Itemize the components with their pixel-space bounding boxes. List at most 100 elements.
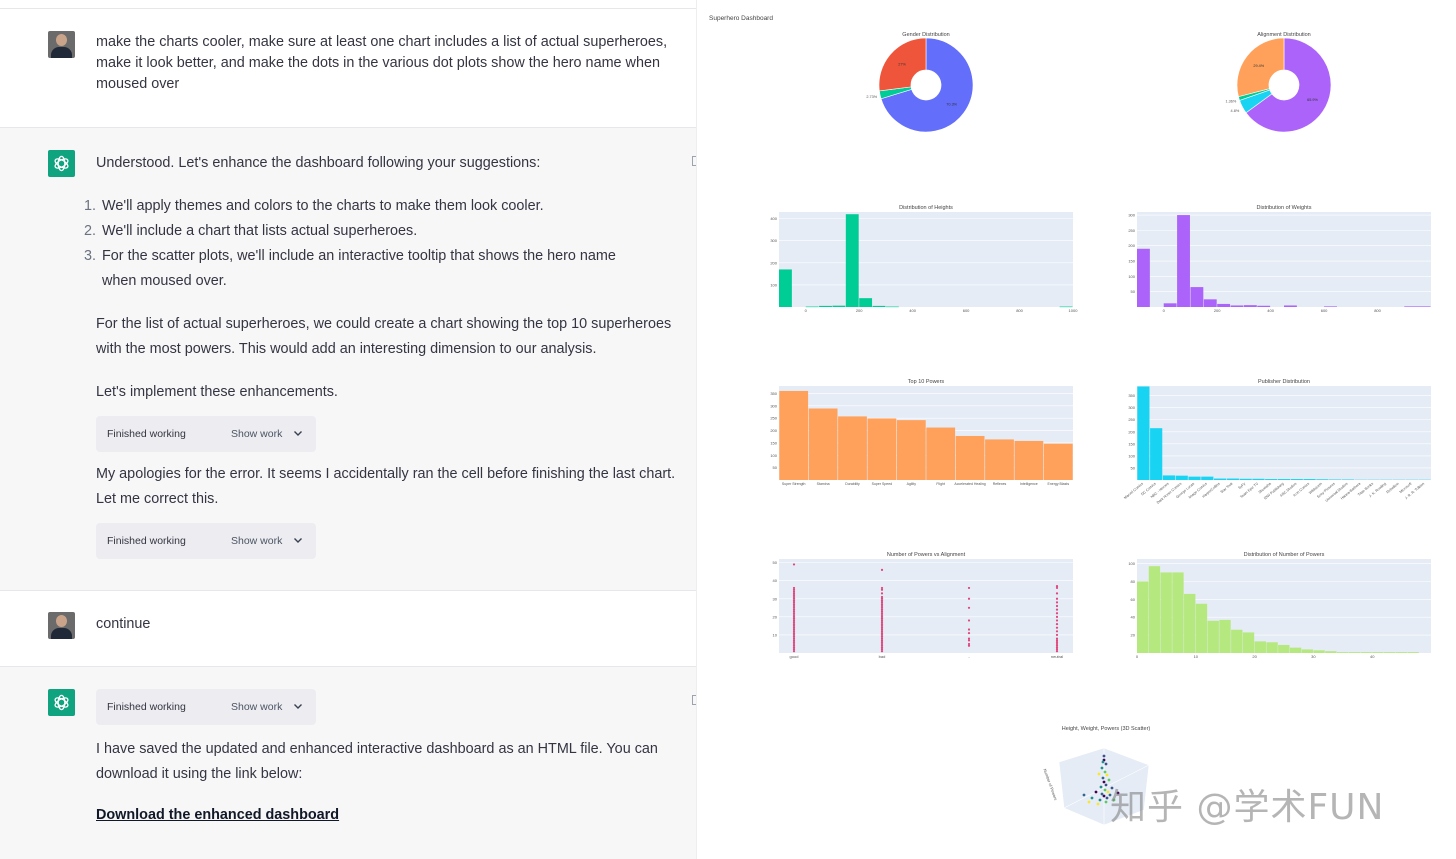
scatter-point xyxy=(880,622,884,626)
y-tick-label: 20 xyxy=(1131,633,1136,638)
histogram-bar xyxy=(1284,305,1297,307)
scatter-point xyxy=(792,630,796,633)
scatter-point xyxy=(792,588,796,591)
scatter-point xyxy=(880,608,884,611)
scatter-point xyxy=(880,650,884,653)
scatter-point xyxy=(792,622,796,626)
scatter-point xyxy=(1055,646,1059,649)
scatter-point xyxy=(880,635,884,638)
scatter-point xyxy=(792,597,796,600)
copy-icon[interactable] xyxy=(692,695,696,705)
watermark: 知乎 @学术FUN xyxy=(1110,787,1385,828)
x-tick-label: 400 xyxy=(909,308,916,313)
chevron-down-icon xyxy=(294,538,302,543)
y-tick-label: 250 xyxy=(770,416,777,421)
download-dashboard-link[interactable]: Download the enhanced dashboard xyxy=(96,807,340,823)
x-tick-label: Durability xyxy=(845,482,860,486)
scatter-point xyxy=(792,621,796,624)
x-tick-label: 400 xyxy=(1267,308,1274,313)
bar xyxy=(896,420,926,480)
scatter-point xyxy=(880,639,884,642)
scatter-point xyxy=(967,639,971,642)
scatter-point xyxy=(1116,791,1120,795)
chart-title: Alignment Distribution xyxy=(1257,32,1311,38)
scatter-point xyxy=(880,646,884,649)
y-tick-label: 60 xyxy=(1131,597,1136,602)
finished-working-toggle[interactable]: Finished working Show work xyxy=(96,416,316,452)
scatter-point xyxy=(967,619,971,622)
histogram-bar xyxy=(1395,652,1408,653)
scatter-point xyxy=(792,637,796,640)
y-tick-label: 250 xyxy=(1128,417,1135,422)
y-tick-label: 40 xyxy=(773,578,778,583)
y-tick-label: 100 xyxy=(1128,274,1135,279)
histogram-bar xyxy=(1336,652,1349,653)
chat-pane: make the charts cooler, make sure at lea… xyxy=(0,0,696,859)
show-work-button[interactable]: Show work xyxy=(231,428,283,440)
scatter-point xyxy=(1055,619,1059,622)
histogram-bar xyxy=(1289,647,1302,653)
y-tick-label: 150 xyxy=(770,440,777,445)
scatter-point xyxy=(1101,760,1105,764)
histogram-bar xyxy=(1190,287,1204,307)
x-tick-label: 1000 xyxy=(1069,308,1079,313)
user-avatar xyxy=(48,612,75,639)
bar xyxy=(926,427,956,480)
y-tick-label: 400 xyxy=(770,216,777,221)
scatter-point xyxy=(1103,788,1107,792)
show-work-button[interactable]: Show work xyxy=(231,701,283,713)
work-label: Finished working xyxy=(107,535,186,547)
scatter-point xyxy=(880,595,884,599)
bar xyxy=(1252,478,1265,480)
histogram-bar xyxy=(779,269,792,307)
finished-working-toggle[interactable]: Finished working Show work xyxy=(96,523,316,559)
histogram-bar xyxy=(832,305,846,307)
x-tick-label: Intelligence xyxy=(1020,482,1038,486)
y-tick-label: 200 xyxy=(1128,429,1135,434)
scatter-point xyxy=(792,642,796,646)
copy-icon[interactable] xyxy=(692,156,696,166)
histogram-bar xyxy=(1243,305,1257,307)
y-tick-label: 300 xyxy=(1128,213,1135,218)
bar xyxy=(985,439,1014,480)
histogram-bar xyxy=(1148,566,1161,653)
show-work-button[interactable]: Show work xyxy=(231,535,283,547)
chart-title: Gender Distribution xyxy=(902,32,949,38)
scatter-point xyxy=(880,604,884,608)
y-tick-label: 300 xyxy=(1128,405,1135,410)
scatter-point xyxy=(1112,798,1116,802)
scatter-point xyxy=(792,644,796,647)
x-tick-label: 30 xyxy=(1311,654,1316,659)
histogram-bar xyxy=(1230,305,1244,307)
bar xyxy=(1290,479,1303,480)
histogram-bar xyxy=(872,305,886,307)
scatter-point xyxy=(1055,641,1059,644)
x-tick-label: 0 xyxy=(805,308,808,313)
plot-area xyxy=(779,559,1073,653)
work-label: Finished working xyxy=(107,701,186,713)
y-tick-label: 30 xyxy=(773,596,778,601)
finished-working-toggle[interactable]: Finished working Show work xyxy=(96,689,316,725)
x-tick-label: bad xyxy=(879,654,886,659)
histogram-bar xyxy=(1195,603,1208,653)
histogram-bar xyxy=(1301,649,1313,653)
user-message: make the charts cooler, make sure at lea… xyxy=(0,9,696,127)
list-number: 2. xyxy=(84,223,97,239)
scatter-point xyxy=(880,642,884,646)
x-tick-label: 600 xyxy=(1321,308,1328,313)
scatter-point xyxy=(880,615,884,618)
bar xyxy=(1043,443,1073,480)
scatter-point xyxy=(792,628,796,631)
histogram-bar xyxy=(1163,303,1177,307)
scatter-point xyxy=(880,599,884,602)
y-tick-label: 50 xyxy=(773,465,778,470)
scatter-point xyxy=(1096,802,1100,806)
histogram-bar xyxy=(1324,306,1337,307)
scatter-point xyxy=(1110,786,1114,790)
scatter-point xyxy=(792,624,796,627)
bar xyxy=(1162,475,1176,480)
scatter-point xyxy=(1104,800,1108,804)
histogram-bar xyxy=(1137,248,1150,307)
scatter-point xyxy=(880,603,884,606)
scatter-point xyxy=(880,588,884,591)
